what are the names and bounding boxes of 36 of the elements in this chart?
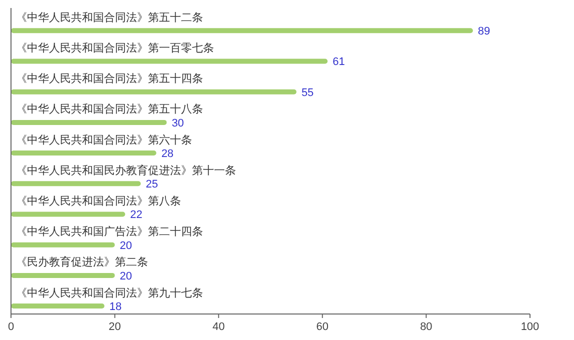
bar [11, 150, 156, 156]
data-label: 30 [172, 117, 184, 130]
x-tick-label: 40 [212, 321, 225, 333]
data-label: 28 [161, 148, 174, 160]
data-label: 55 [301, 86, 314, 99]
bar [11, 212, 126, 217]
y-tick-label: 《中华人民共和国合同法》第九十七条 [16, 286, 203, 300]
bar [11, 304, 104, 309]
y-tick-label: 《中华人民共和国民办教育促进法》第十一条 [16, 164, 236, 177]
x-tick-label: 80 [420, 321, 432, 333]
data-label: 22 [130, 209, 142, 222]
y-tick-label: 《中华人民共和国合同法》第八条 [16, 194, 181, 208]
x-tick-label: 60 [316, 321, 329, 333]
data-label: 25 [146, 178, 158, 191]
y-tick-label: 《中华人民共和国合同法》第一百零七条 [16, 41, 214, 54]
data-label: 18 [109, 301, 122, 314]
bar [11, 89, 296, 94]
y-tick-label: 《中华人民共和国广告法》第二十四条 [16, 225, 203, 238]
bar [11, 58, 328, 64]
y-tick-label: 《中华人民共和国合同法》第五十八条 [16, 102, 203, 116]
y-tick-label: 《民办教育促进法》第二条 [16, 256, 148, 269]
x-tick-label: 20 [108, 321, 121, 333]
y-tick-label: 《中华人民共和国合同法》第五十四条 [16, 72, 203, 86]
bar [11, 181, 141, 186]
y-tick-label: 《中华人民共和国合同法》第五十二条 [16, 10, 203, 24]
bar [11, 242, 115, 248]
bar [11, 28, 473, 34]
bar [11, 272, 115, 278]
x-tick-label: 100 [520, 321, 540, 333]
y-tick-label: 《中华人民共和国合同法》第六十条 [16, 133, 192, 146]
data-label: 89 [478, 26, 490, 38]
bar [11, 120, 167, 125]
data-label: 20 [120, 240, 132, 252]
data-label: 20 [120, 270, 132, 282]
data-label: 61 [332, 56, 345, 68]
x-tick-label: 0 [8, 321, 14, 333]
